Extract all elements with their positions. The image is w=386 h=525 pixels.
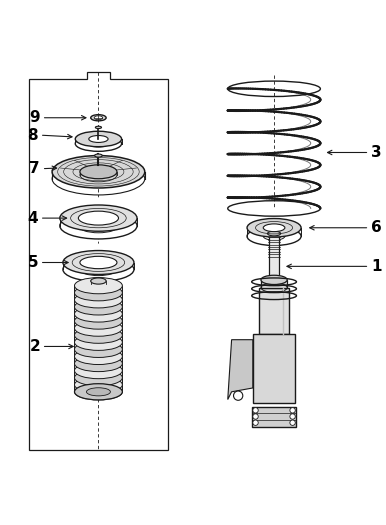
Text: 2: 2: [29, 339, 40, 354]
Ellipse shape: [78, 211, 119, 225]
Ellipse shape: [253, 420, 258, 425]
Ellipse shape: [63, 244, 134, 281]
Ellipse shape: [86, 388, 110, 396]
Ellipse shape: [94, 116, 103, 120]
Ellipse shape: [91, 278, 106, 284]
Text: 6: 6: [371, 220, 382, 235]
Ellipse shape: [247, 218, 301, 237]
Ellipse shape: [74, 292, 122, 308]
Ellipse shape: [74, 384, 122, 400]
Ellipse shape: [95, 154, 102, 157]
Ellipse shape: [234, 391, 243, 400]
Ellipse shape: [80, 165, 117, 178]
Ellipse shape: [74, 299, 122, 315]
Ellipse shape: [80, 256, 117, 269]
Ellipse shape: [74, 362, 122, 379]
Ellipse shape: [290, 420, 295, 425]
Text: 5: 5: [27, 255, 38, 270]
Ellipse shape: [52, 155, 145, 188]
Polygon shape: [261, 280, 287, 288]
Ellipse shape: [74, 376, 122, 393]
Ellipse shape: [75, 127, 122, 151]
Text: 1: 1: [371, 259, 382, 274]
Ellipse shape: [74, 384, 122, 400]
Ellipse shape: [74, 313, 122, 329]
Ellipse shape: [95, 126, 102, 129]
Text: 7: 7: [29, 161, 40, 176]
Text: 4: 4: [27, 211, 38, 226]
Ellipse shape: [74, 278, 122, 294]
Polygon shape: [259, 288, 290, 334]
Ellipse shape: [267, 231, 281, 236]
Ellipse shape: [263, 224, 285, 232]
Ellipse shape: [290, 414, 295, 419]
Ellipse shape: [75, 131, 122, 146]
Ellipse shape: [63, 250, 134, 275]
Ellipse shape: [74, 348, 122, 364]
Ellipse shape: [74, 285, 122, 301]
Polygon shape: [269, 236, 279, 284]
Ellipse shape: [89, 135, 108, 142]
Ellipse shape: [74, 320, 122, 336]
Ellipse shape: [74, 306, 122, 322]
Ellipse shape: [253, 414, 258, 419]
Polygon shape: [253, 334, 295, 403]
Text: 9: 9: [29, 110, 40, 125]
Ellipse shape: [60, 197, 137, 239]
Ellipse shape: [74, 355, 122, 372]
Text: 3: 3: [371, 145, 382, 160]
Ellipse shape: [253, 407, 258, 413]
Polygon shape: [252, 407, 296, 426]
Ellipse shape: [74, 327, 122, 343]
Ellipse shape: [290, 407, 295, 413]
Ellipse shape: [261, 275, 287, 285]
Polygon shape: [228, 340, 253, 400]
Ellipse shape: [247, 210, 301, 246]
Ellipse shape: [91, 114, 106, 121]
Ellipse shape: [74, 341, 122, 358]
Ellipse shape: [74, 370, 122, 386]
Ellipse shape: [60, 205, 137, 231]
Ellipse shape: [74, 334, 122, 350]
Text: 8: 8: [27, 128, 38, 143]
